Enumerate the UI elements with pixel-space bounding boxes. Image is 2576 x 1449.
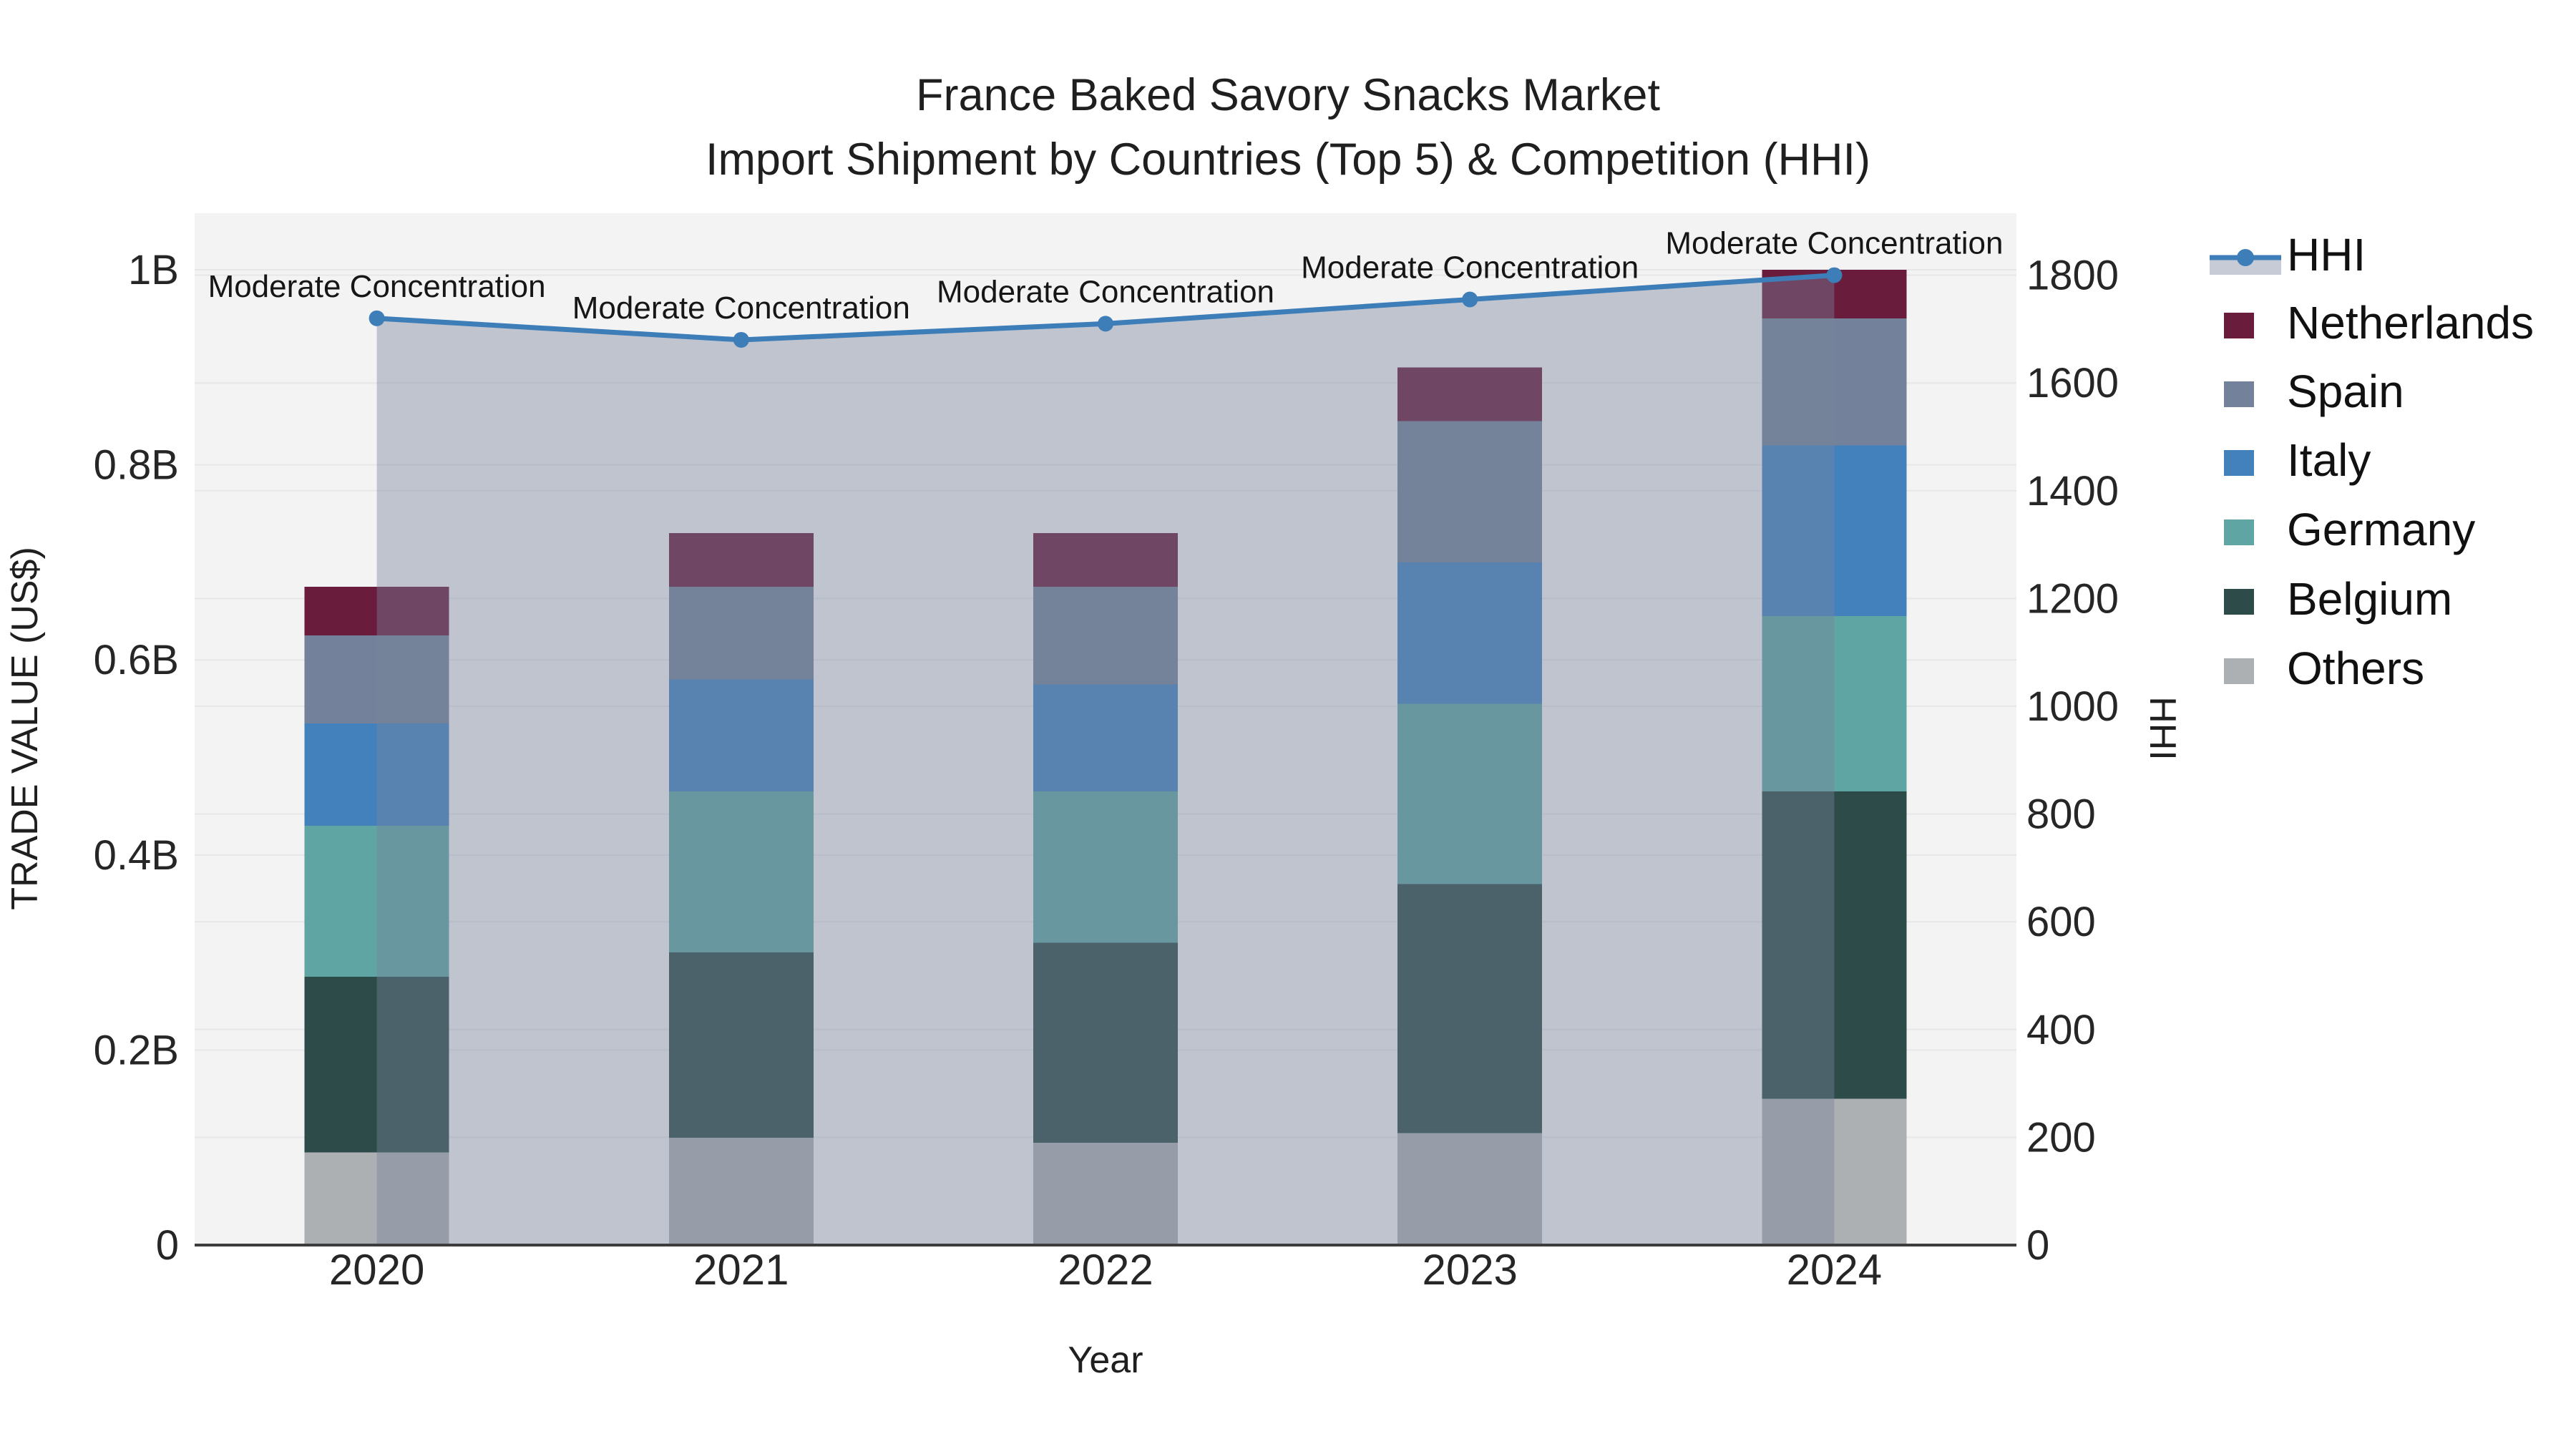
y2-tick-label: 1400: [2026, 468, 2119, 514]
legend-label: Spain: [2287, 366, 2404, 417]
legend-color-swatch: [2224, 658, 2254, 684]
legend-item-others[interactable]: Others: [2224, 643, 2424, 694]
legend-label: HHI: [2287, 229, 2366, 280]
x-tick-label-2024: 2024: [1787, 1246, 1882, 1294]
hhi-point-2020[interactable]: [369, 310, 385, 326]
y2-tick-label: 1600: [2026, 360, 2119, 406]
bar-segment-germany-2024[interactable]: [1762, 615, 1907, 792]
x-tick-label-2021: 2021: [693, 1246, 789, 1294]
legend-color-swatch: [2224, 519, 2254, 545]
y2-tick-label: 800: [2026, 791, 2096, 838]
bar-segment-italy-2022[interactable]: [1033, 684, 1178, 792]
bar-segment-germany-2021[interactable]: [668, 791, 814, 953]
hhi-band-fill: [376, 275, 1835, 1245]
y-tick-label: 0: [156, 1222, 179, 1269]
legend-label: Belgium: [2287, 573, 2452, 625]
bar-segment-italy-2021[interactable]: [668, 679, 814, 792]
x-tick-label-2020: 2020: [329, 1246, 424, 1294]
bar-segment-netherlands-2022[interactable]: [1033, 533, 1178, 587]
legend-item-netherlands[interactable]: Netherlands: [2224, 297, 2534, 348]
bar-segment-others-2020[interactable]: [304, 1152, 449, 1245]
bar-segment-netherlands-2023[interactable]: [1397, 367, 1543, 421]
bar-segment-netherlands-2021[interactable]: [668, 533, 814, 587]
legend-color-swatch: [2224, 313, 2254, 338]
bar-segment-others-2022[interactable]: [1033, 1142, 1178, 1245]
bar-segment-belgium-2020[interactable]: [304, 977, 449, 1153]
chart-title: France Baked Savory Snacks Market Import…: [0, 63, 2576, 192]
hhi-annotation-2022: Moderate Concentration: [937, 274, 1274, 309]
hhi-point-2024[interactable]: [1826, 267, 1843, 283]
bar-segment-spain-2023[interactable]: [1397, 421, 1543, 562]
legend-item-spain[interactable]: Spain: [2224, 366, 2404, 417]
chart-title-line2: Import Shipment by Countries (Top 5) & C…: [705, 135, 1871, 185]
hhi-point-2021[interactable]: [733, 331, 749, 348]
x-tick-label-2022: 2022: [1058, 1246, 1153, 1294]
x-axis-title: Year: [1068, 1340, 1143, 1381]
legend-color-swatch: [2224, 589, 2254, 615]
y2-tick-label: 1200: [2026, 575, 2119, 622]
legend-label: Germany: [2287, 504, 2475, 555]
bar-segment-spain-2021[interactable]: [668, 587, 814, 680]
bar-segment-belgium-2022[interactable]: [1033, 942, 1178, 1143]
legend-label: Others: [2287, 643, 2424, 694]
legend-label: Italy: [2287, 434, 2371, 486]
legend-item-hhi[interactable]: HHI: [2210, 229, 2366, 280]
bar-segment-italy-2023[interactable]: [1397, 562, 1543, 704]
bar-segment-belgium-2021[interactable]: [668, 952, 814, 1138]
bar-segment-italy-2020[interactable]: [304, 723, 449, 826]
y2-tick-label: 1000: [2026, 683, 2119, 730]
hhi-point-2022[interactable]: [1098, 316, 1113, 332]
y2-tick-label: 0: [2026, 1222, 2049, 1269]
bar-segment-others-2021[interactable]: [668, 1138, 814, 1245]
hhi-annotation-2020: Moderate Concentration: [208, 269, 546, 304]
bar-segment-germany-2020[interactable]: [304, 825, 449, 977]
bar-segment-belgium-2023[interactable]: [1397, 884, 1543, 1133]
bar-segment-spain-2022[interactable]: [1033, 587, 1178, 685]
bar-segment-germany-2023[interactable]: [1397, 703, 1543, 884]
hhi-annotation-2021: Moderate Concentration: [572, 291, 910, 326]
y-tick-label: 0.2B: [94, 1027, 179, 1073]
y-tick-label: 0.4B: [94, 832, 179, 879]
bar-segment-italy-2024[interactable]: [1762, 445, 1907, 616]
y2-tick-label: 1800: [2026, 253, 2119, 299]
bar-segment-belgium-2024[interactable]: [1762, 791, 1907, 1099]
y-axis-title: TRADE VALUE (US$): [4, 547, 46, 910]
y2-axis-title: HHI: [2142, 696, 2183, 761]
y-tick-label: 0.6B: [94, 637, 179, 683]
bar-segment-netherlands-2020[interactable]: [304, 587, 449, 636]
y2-tick-label: 600: [2026, 899, 2096, 945]
legend-item-italy[interactable]: Italy: [2224, 434, 2371, 486]
bar-segment-spain-2020[interactable]: [304, 635, 449, 723]
bar-segment-others-2024[interactable]: [1762, 1098, 1907, 1245]
y2-tick-label: 400: [2026, 1007, 2096, 1053]
legend-color-swatch: [2224, 381, 2254, 407]
legend-color-swatch: [2224, 450, 2254, 476]
y-tick-label: 0.8B: [94, 442, 179, 489]
legend-item-belgium[interactable]: Belgium: [2224, 573, 2452, 625]
hhi-annotation-2024: Moderate Concentration: [1665, 226, 2003, 261]
chart-title-line1: France Baked Savory Snacks Market: [916, 70, 1660, 120]
hhi-annotation-2023: Moderate Concentration: [1301, 250, 1639, 285]
legend-item-germany[interactable]: Germany: [2224, 504, 2475, 555]
bar-segment-spain-2024[interactable]: [1762, 318, 1907, 446]
y-tick-label: 1B: [128, 247, 179, 293]
bar-segment-germany-2022[interactable]: [1033, 791, 1178, 943]
legend-hhi-marker: [2237, 249, 2254, 266]
bar-segment-others-2023[interactable]: [1397, 1133, 1543, 1245]
y2-tick-label: 200: [2026, 1114, 2096, 1161]
legend-label: Netherlands: [2287, 297, 2534, 348]
x-tick-label-2023: 2023: [1422, 1246, 1517, 1294]
hhi-point-2023[interactable]: [1462, 291, 1478, 308]
